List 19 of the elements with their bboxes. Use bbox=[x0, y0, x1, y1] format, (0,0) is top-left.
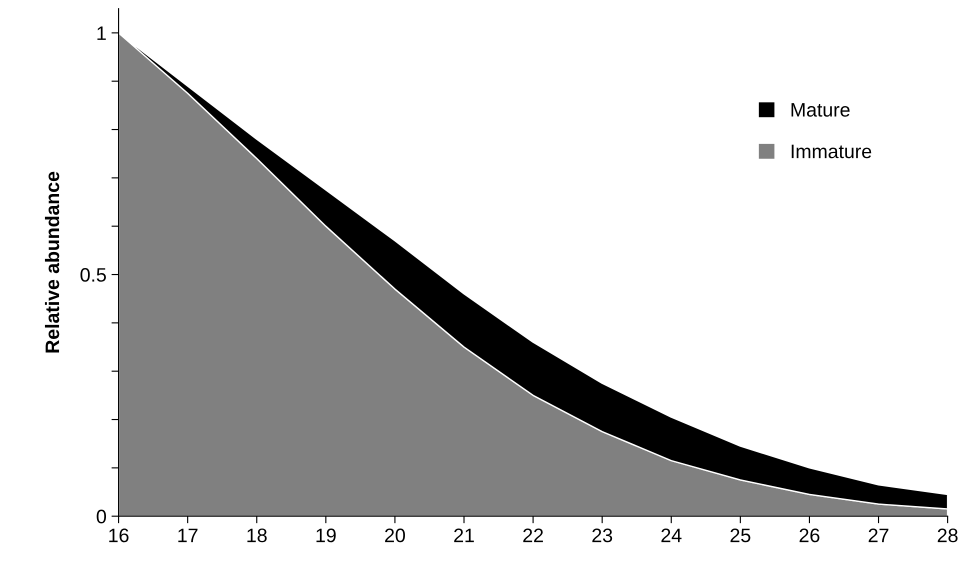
x-tick-label: 22 bbox=[523, 528, 543, 542]
x-tick-label: 17 bbox=[178, 528, 198, 542]
legend-label: Mature bbox=[792, 103, 850, 117]
x-tick-label: 28 bbox=[938, 528, 958, 542]
x-tick-label: 27 bbox=[868, 528, 888, 542]
y-tick-label: 0.5 bbox=[80, 268, 106, 282]
y-tick-label: 0 bbox=[96, 510, 106, 524]
legend-label: Immature bbox=[792, 144, 872, 158]
x-tick-label: 21 bbox=[454, 528, 474, 542]
x-tick-label: 18 bbox=[247, 528, 267, 542]
x-tick-label: 24 bbox=[661, 528, 682, 542]
x-tick-label: 19 bbox=[316, 528, 336, 542]
x-tick-label: 20 bbox=[385, 528, 405, 542]
x-tick-label: 23 bbox=[592, 528, 612, 542]
y-axis-title: Relative abundance bbox=[44, 172, 60, 352]
y-tick-label: 1 bbox=[97, 26, 106, 40]
x-tick-label: 26 bbox=[800, 528, 820, 542]
x-tick-label: 16 bbox=[109, 528, 129, 542]
x-tick-label: 25 bbox=[730, 528, 750, 542]
